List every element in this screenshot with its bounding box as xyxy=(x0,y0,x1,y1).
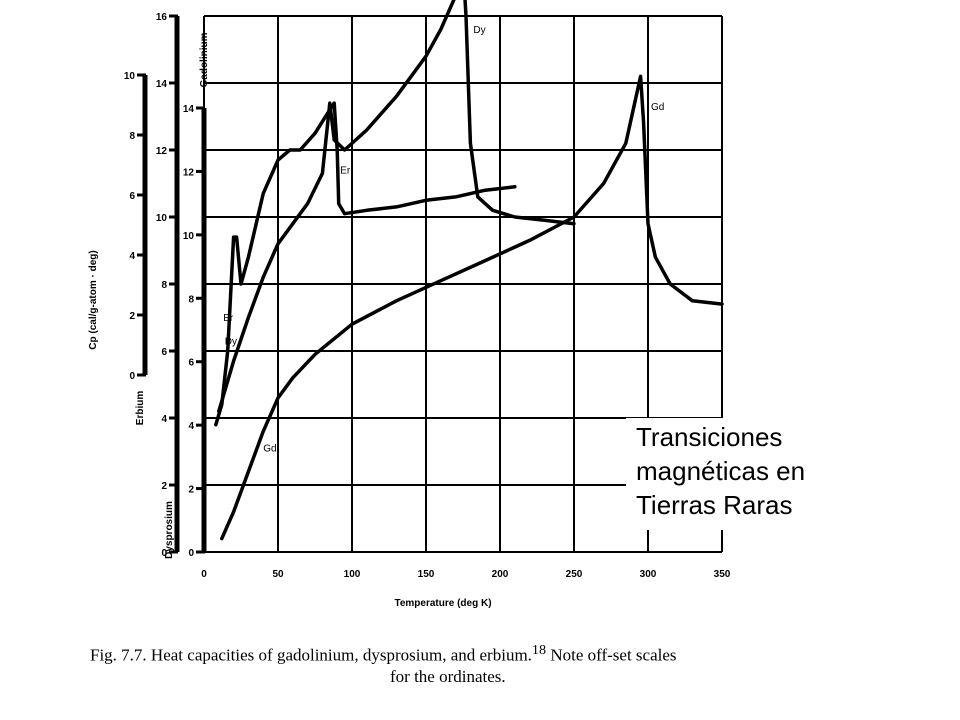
x-tick-label: 250 xyxy=(566,569,583,580)
scale-tick-label-gadolinium: 14 xyxy=(156,79,168,90)
overlay-line-3: Tierras Raras xyxy=(636,490,793,520)
caption-line-1-end: Note off-set scales xyxy=(546,645,677,665)
curve-gd xyxy=(220,74,724,541)
x-tick-label: 350 xyxy=(714,569,731,580)
overlay-textbox: Transiciones magnéticas en Tierras Raras xyxy=(626,418,860,530)
scale-tick-label-dysprosium: 2 xyxy=(188,485,194,496)
curve-labels: Er Er Dy Dy Gd Gd xyxy=(223,25,664,455)
figure-caption: Fig. 7.7. Heat capacities of gadolinium,… xyxy=(90,640,750,687)
curve-label-dy: Dy xyxy=(225,336,237,347)
x-axis-ticks: 0 50 100 150 200 250 300 350 xyxy=(201,569,731,580)
scale-tick-label-dysprosium: 6 xyxy=(188,358,194,369)
scale-name-dysprosium: Dysprosium xyxy=(164,501,175,559)
scale-tick-label-gadolinium: 0 xyxy=(161,548,167,559)
scale-tick-label-dysprosium: 8 xyxy=(188,294,194,305)
caption-line-2: for the ordinates. xyxy=(390,666,506,686)
curve-label-gd: Gd xyxy=(263,444,276,455)
x-tick-label: 200 xyxy=(492,569,509,580)
scale-tick-label-gadolinium: 6 xyxy=(161,347,167,358)
scale-tick-label-gadolinium: 8 xyxy=(161,280,167,291)
scale-tick-label-dysprosium: 4 xyxy=(188,421,194,432)
scale-tick-label-gadolinium: 16 xyxy=(156,12,168,23)
scale-tick-label-erbium: 10 xyxy=(124,71,136,82)
curve-peak-label-dy: Dy xyxy=(473,25,485,36)
caption-reference: 18 xyxy=(531,642,547,658)
x-tick-label: 0 xyxy=(201,569,207,580)
scale-tick-label-erbium: 4 xyxy=(129,251,135,262)
x-tick-label: 50 xyxy=(272,569,284,580)
x-tick-label: 100 xyxy=(344,569,361,580)
scale-tick-label-erbium: 8 xyxy=(129,131,135,142)
y-axis-label: Cp (cal/g-atom · deg) xyxy=(88,250,99,349)
data-curves xyxy=(214,0,724,541)
scale-tick-label-dysprosium: 10 xyxy=(183,231,195,242)
x-tick-label: 300 xyxy=(640,569,657,580)
scale-tick-label-erbium: 6 xyxy=(129,191,135,202)
scale-tick-label-erbium: 2 xyxy=(129,311,135,322)
curve-label-er: Er xyxy=(223,313,234,324)
curve-er xyxy=(214,101,517,427)
overlay-line-2: magnéticas en xyxy=(636,456,806,486)
scale-tick-label-dysprosium: 12 xyxy=(183,167,195,178)
scale-tick-label-erbium: 0 xyxy=(129,371,135,382)
overlay-line-1: Transiciones xyxy=(636,422,783,452)
x-tick-label: 150 xyxy=(418,569,435,580)
scale-tick-label-gadolinium: 4 xyxy=(161,414,167,425)
curve-peak-label-er: Er xyxy=(340,165,351,176)
curve-peak-label-gd: Gd xyxy=(651,102,664,113)
chart-grid xyxy=(203,15,723,553)
curve-dy xyxy=(217,0,576,414)
x-axis-label: Temperature (deg K) xyxy=(394,598,491,609)
scale-tick-label-gadolinium: 12 xyxy=(156,146,168,157)
scale-tick-label-gadolinium: 10 xyxy=(156,213,168,224)
scale-tick-label-dysprosium: 0 xyxy=(188,548,194,559)
caption-line-1: Fig. 7.7. Heat capacities of gadolinium,… xyxy=(90,645,532,665)
scale-name-gadolinium: Gadolinium xyxy=(199,32,210,87)
ordinate-scales: 0246810121416Gadolinium0246810Erbium0246… xyxy=(124,12,210,559)
scale-tick-label-gadolinium: 2 xyxy=(161,481,167,492)
scale-tick-label-dysprosium: 14 xyxy=(183,104,195,115)
scale-name-erbium: Erbium xyxy=(135,391,146,426)
